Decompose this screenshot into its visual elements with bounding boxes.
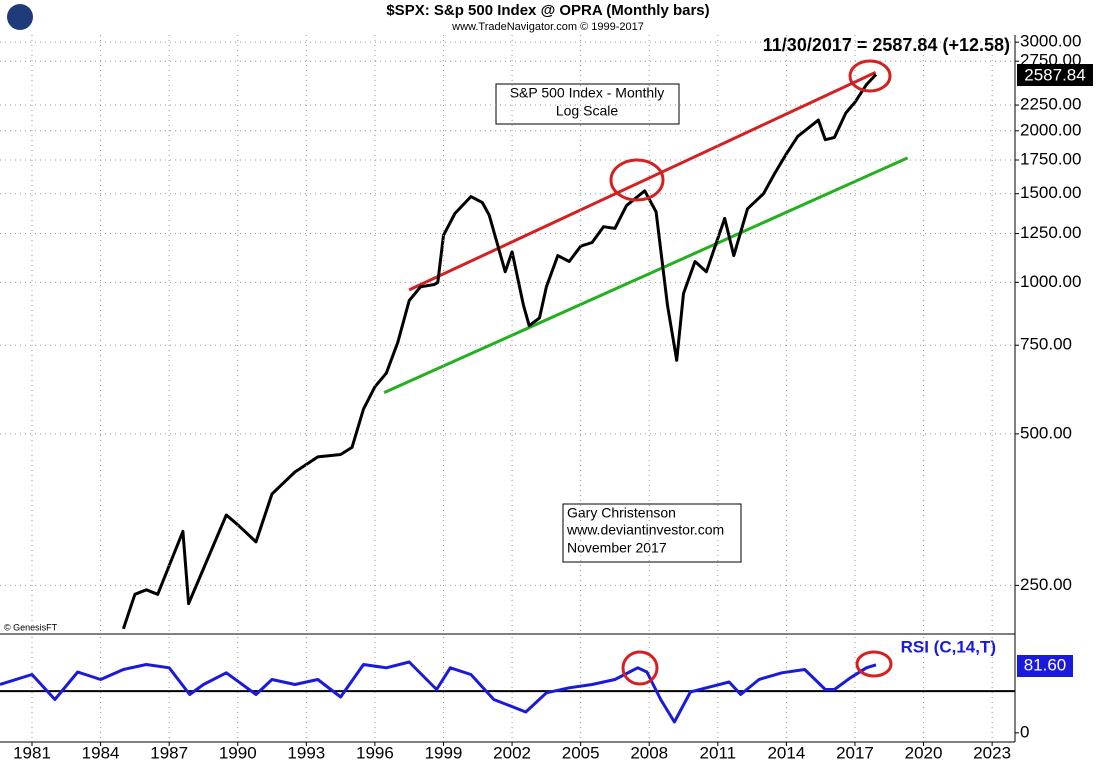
x-tick-label: 2014 xyxy=(767,743,805,762)
y-tick-label: 2000.00 xyxy=(1020,120,1081,139)
trend-line xyxy=(408,71,877,292)
annotation-text: Log Scale xyxy=(556,103,618,119)
y-tick-label: 500.00 xyxy=(1020,423,1072,442)
y-tick-label: 3000.00 xyxy=(1020,32,1081,51)
x-tick-label: 2005 xyxy=(562,743,600,762)
y-tick-label: 1750.00 xyxy=(1020,149,1081,168)
y-tick-label: 0 xyxy=(1020,722,1029,741)
series-line xyxy=(0,660,877,724)
x-tick-label: 2020 xyxy=(905,743,943,762)
author-text: November 2017 xyxy=(567,540,667,556)
x-tick-label: 1993 xyxy=(287,743,325,762)
rsi-label-box xyxy=(1017,655,1073,677)
x-tick-label: 1984 xyxy=(82,743,120,762)
x-tick-label: 2017 xyxy=(836,743,874,762)
logo xyxy=(7,4,33,30)
credit: © GenesisFT xyxy=(4,622,58,632)
marks: 250.00 500.00 750.00 1000.00 1250.00 1500.00 1… xyxy=(0,32,1081,762)
chart-title: $SPX: S&p 500 Index @ OPRA (Monthly bars… xyxy=(386,2,709,19)
highlight-circle xyxy=(621,650,659,686)
y-tick-label: 1000.00 xyxy=(1020,272,1081,291)
trend-line xyxy=(383,156,909,394)
highlight-circle xyxy=(609,158,665,202)
y-tick-label: 1250.00 xyxy=(1020,223,1081,242)
price-label-box xyxy=(1017,64,1093,86)
y-tick-label: 750.00 xyxy=(1020,335,1072,354)
author-box xyxy=(562,503,742,563)
highlight-circle xyxy=(848,59,892,93)
x-tick-label: 1987 xyxy=(150,743,188,762)
rsi-label: 81.60 xyxy=(1024,655,1067,674)
x-tick-label: 2011 xyxy=(700,743,737,762)
x-tick-label: 2008 xyxy=(630,743,668,762)
annotation-box xyxy=(495,83,680,125)
y-tick-label: 2250.00 xyxy=(1020,95,1081,114)
highlight-circle xyxy=(855,650,893,678)
header-value: 11/30/2017 = 2587.84 (+12.58) xyxy=(763,35,1010,55)
x-tick-label: 1981 xyxy=(13,743,51,762)
x-tick-label: 2023 xyxy=(973,743,1011,762)
y-tick-label: 1500.00 xyxy=(1020,183,1081,202)
author-text: www.deviantinvestor.com xyxy=(566,522,724,538)
x-tick-label: 2002 xyxy=(493,743,531,762)
chart-subtitle: www.TradeNavigator.com © 1999-2017 xyxy=(451,21,644,33)
series-line xyxy=(121,73,878,630)
x-tick-label: 1999 xyxy=(425,743,463,762)
x-tick-label: 1990 xyxy=(219,743,257,762)
author-text: Gary Christenson xyxy=(567,505,676,521)
y-tick-label: 250.00 xyxy=(1020,575,1072,594)
annotation-text: S&P 500 Index - Monthly xyxy=(510,85,665,101)
price-label: 2587.84 xyxy=(1024,65,1085,84)
x-tick-label: 1996 xyxy=(356,743,394,762)
rsi-title: RSI (C,14,T) xyxy=(901,637,996,656)
